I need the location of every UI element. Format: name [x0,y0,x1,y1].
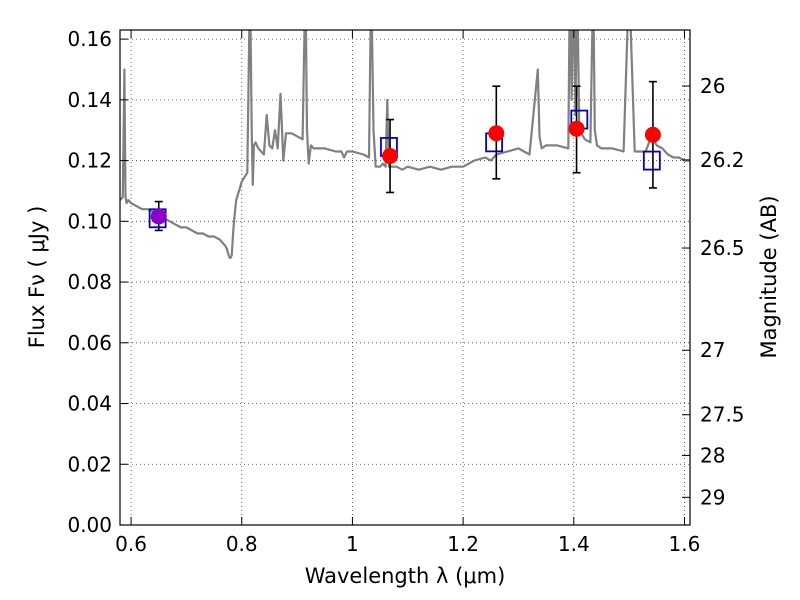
x-tick-label: 1 [346,532,359,556]
x-tick-label: 1.4 [558,532,590,556]
y-tick-label: 0.10 [67,209,112,233]
y-tick-label: 0.14 [67,88,112,112]
observed-point [568,120,585,137]
model-band-point [642,150,661,171]
x-tick-label: 1.2 [447,532,479,556]
axes: 0.6 0.8 1 1.2 1.4 1.6 0.00 0.02 0.04 0.06 0.08 0.10… [67,27,744,556]
x-tick-label: 0.6 [115,532,147,556]
y-tick-label: 0.00 [67,513,112,537]
right-tick-label: 29 [700,485,725,509]
x-tick-label: 1.6 [669,532,701,556]
y-tick-label: 0.02 [67,452,112,476]
y-axis-label: Flux Fν ( μJy ) [25,206,49,349]
y-tick-label: 0.06 [67,331,112,355]
observed-point [150,208,167,225]
model-spectrum-line [120,30,690,259]
x-tick-label: 0.8 [226,532,258,556]
y-tick-label: 0.16 [67,27,112,51]
observed-point [488,125,505,142]
right-tick-label: 26.2 [700,148,745,172]
right-tick-label: 27 [700,338,725,362]
plot-frame [119,29,691,526]
right-tick-label: 26 [700,74,725,98]
right-tick-label: 27.5 [700,403,745,427]
y-tick-label: 0.12 [67,149,112,173]
observed-point [644,126,661,143]
x-axis-label: Wavelength λ (μm) [305,564,506,588]
y-tick-label: 0.04 [67,392,112,416]
right-y-axis-label: Magnitude (AB) [757,195,781,358]
right-tick-label: 28 [700,443,725,467]
right-tick-label: 26.5 [700,236,745,260]
plot-area [120,30,690,259]
y-tick-label: 0.08 [67,270,112,294]
observed-point [382,148,399,165]
